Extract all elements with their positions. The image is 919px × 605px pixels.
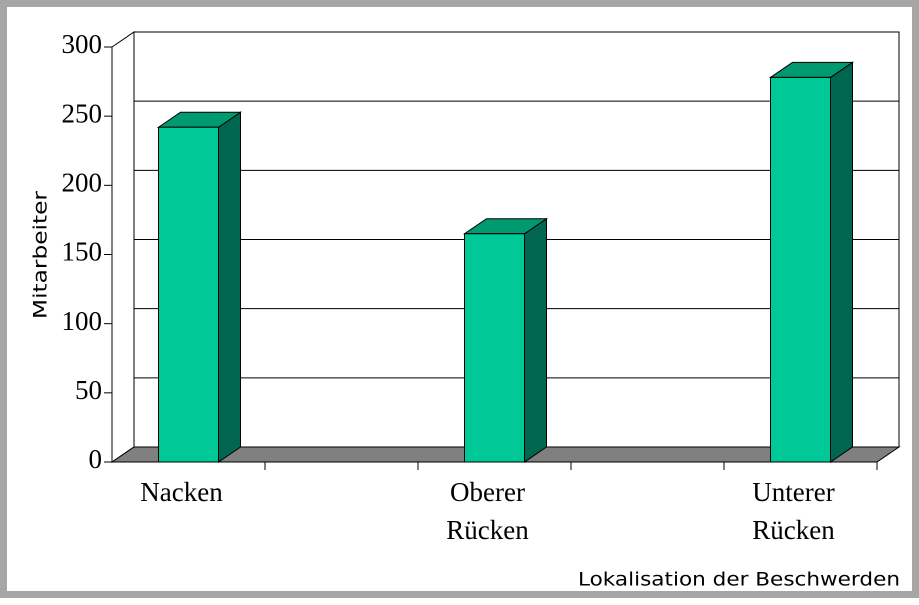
x-axis-title: Lokalisation der Beschwerden xyxy=(578,569,900,591)
x-tick-label: Oberer Rücken xyxy=(446,477,529,545)
x-tick-label: Unterer Rücken xyxy=(752,477,835,545)
bar-side xyxy=(830,61,853,463)
y-tick-label: 0 xyxy=(89,444,103,474)
y-tick-label: 250 xyxy=(62,98,103,128)
y-tick-label: 300 xyxy=(62,29,103,59)
bar xyxy=(464,233,525,463)
y-tick-label: 100 xyxy=(62,306,103,336)
y-tick-label: 150 xyxy=(62,237,103,267)
y-axis-title: Mitarbeiter xyxy=(30,191,52,319)
bar xyxy=(770,76,831,463)
chart: Mitarbeiter Lokalisation der Beschwerden… xyxy=(30,29,901,591)
y-tick-label: 50 xyxy=(75,375,102,405)
bar-side xyxy=(524,217,547,463)
bar xyxy=(158,126,219,463)
bar-side xyxy=(218,111,241,463)
x-tick-label: Nacken xyxy=(140,477,223,507)
side-wall xyxy=(111,31,135,463)
y-tick-label: 200 xyxy=(62,168,103,198)
